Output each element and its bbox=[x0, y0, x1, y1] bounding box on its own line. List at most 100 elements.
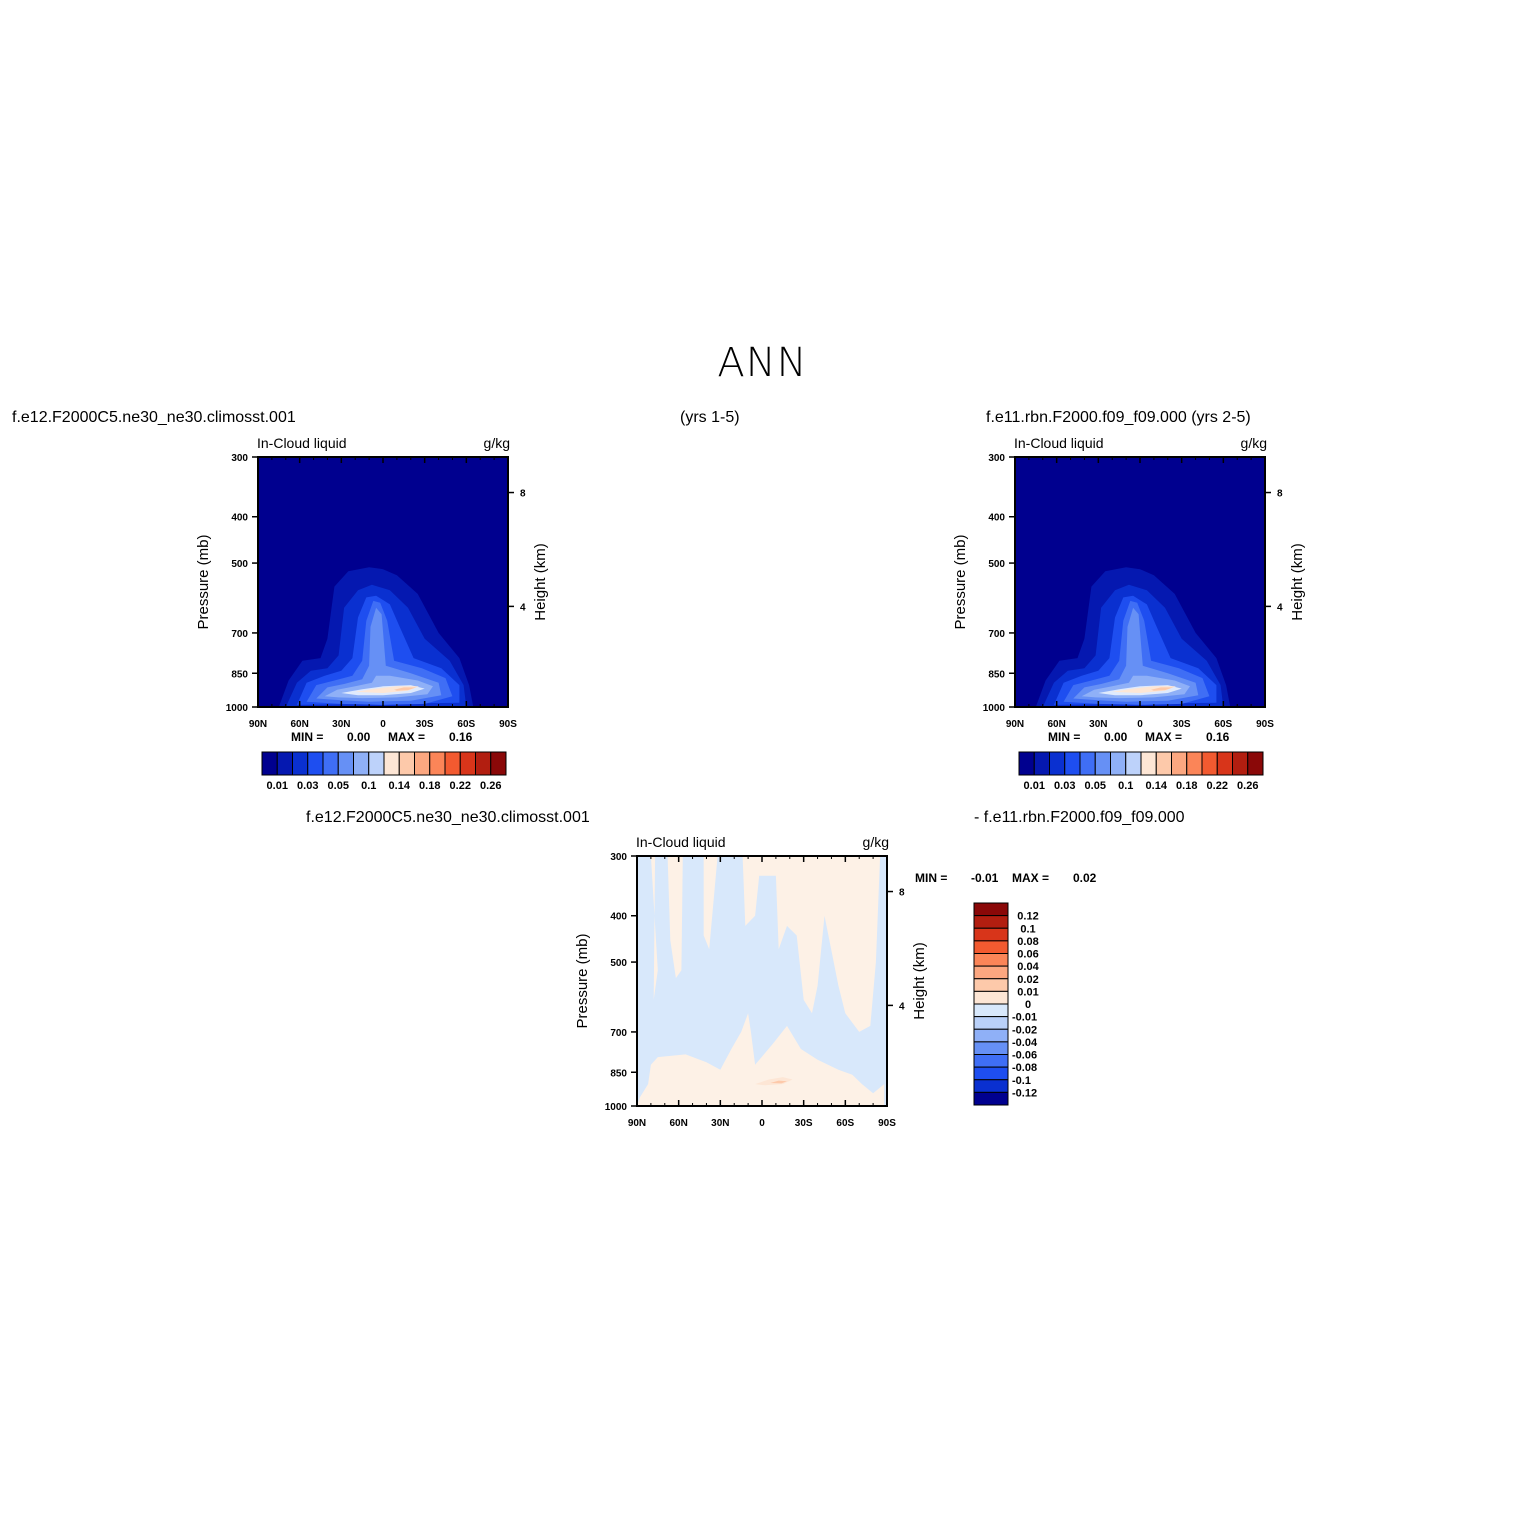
colorbar-label: 0.12 bbox=[1017, 911, 1038, 923]
colorbar-label: -0.1 bbox=[1012, 1075, 1031, 1087]
colorbar-box bbox=[973, 1041, 1009, 1055]
y-tick-label: 1000 bbox=[983, 703, 1006, 714]
case-name-right: f.e11.rbn.F2000.f09_f09.000 (yrs 2-5) bbox=[986, 409, 1251, 426]
y-tick-label: 700 bbox=[610, 1028, 627, 1039]
colorbar-box bbox=[1094, 751, 1111, 776]
colorbar-box bbox=[322, 751, 339, 776]
y-right-tick-label: 8 bbox=[899, 888, 905, 899]
contour-level-8-1 bbox=[667, 856, 683, 979]
colorbar-label: 0.02 bbox=[1017, 974, 1038, 986]
y-tick-label: 700 bbox=[231, 629, 248, 640]
y-right-tick-label: 4 bbox=[520, 602, 526, 613]
colorbar-label: -0.12 bbox=[1012, 1087, 1037, 1099]
field-title: In-Cloud liquid bbox=[1014, 435, 1104, 451]
y-tick-label: 300 bbox=[988, 453, 1005, 464]
x-tick-label: 90N bbox=[249, 719, 267, 730]
x-tick-label: 60S bbox=[457, 719, 475, 730]
colorbar-label: 0 bbox=[1025, 999, 1031, 1011]
max-value: 0.02 bbox=[1073, 871, 1097, 885]
colorbar-box bbox=[414, 751, 431, 776]
min-value: 0.00 bbox=[1104, 730, 1128, 744]
x-tick-label: 0 bbox=[759, 1118, 765, 1129]
colorbar-box bbox=[444, 751, 461, 776]
colorbar-box bbox=[337, 751, 354, 776]
colorbar-label: 0.26 bbox=[480, 780, 501, 792]
x-tick-label: 0 bbox=[1137, 719, 1143, 730]
y-tick-label: 1000 bbox=[605, 1102, 628, 1113]
colorbar-box bbox=[973, 915, 1009, 929]
x-tick-label: 30N bbox=[1089, 719, 1107, 730]
min-label: MIN = bbox=[291, 730, 323, 744]
x-tick-label: 90N bbox=[1006, 719, 1024, 730]
x-tick-label: 60S bbox=[1214, 719, 1232, 730]
y-axis-title-right: Height (km) bbox=[1289, 543, 1306, 621]
x-tick-label: 90S bbox=[499, 719, 517, 730]
y-right-tick-label: 8 bbox=[520, 489, 526, 500]
colorbar-label: 0.05 bbox=[328, 780, 349, 792]
contour-level-5-4 bbox=[1073, 607, 1199, 702]
y-tick-label: 300 bbox=[231, 453, 248, 464]
colorbar-label: -0.08 bbox=[1012, 1062, 1037, 1074]
min-value: 0.00 bbox=[347, 730, 371, 744]
x-tick-label: 60S bbox=[836, 1118, 854, 1129]
colorbar-box bbox=[973, 953, 1009, 967]
x-tick-label: 60N bbox=[290, 719, 308, 730]
field-title: In-Cloud liquid bbox=[257, 435, 347, 451]
colorbar-box bbox=[973, 1066, 1009, 1081]
colorbar-label: 0.03 bbox=[1054, 780, 1075, 792]
colorbar-box bbox=[398, 751, 415, 776]
colorbar-box bbox=[973, 1079, 1009, 1093]
max-value: 0.16 bbox=[449, 730, 473, 744]
colorbar-label: 0.26 bbox=[1237, 780, 1258, 792]
colorbar-label: 0.04 bbox=[1017, 961, 1039, 973]
colorbar-box bbox=[1033, 751, 1050, 776]
y-tick-label: 1000 bbox=[226, 703, 249, 714]
colorbar-label: 0.01 bbox=[1024, 780, 1045, 792]
colorbar-box bbox=[475, 751, 492, 776]
field-title: In-Cloud liquid bbox=[636, 834, 726, 850]
colorbar: 0.120.10.080.060.040.020.010-0.01-0.02-0… bbox=[973, 902, 1040, 1106]
x-tick-label: 30N bbox=[711, 1118, 729, 1129]
colorbar-box bbox=[1018, 751, 1035, 776]
min-value: -0.01 bbox=[971, 871, 999, 885]
colorbar-box bbox=[973, 940, 1009, 954]
colorbar-box bbox=[307, 751, 324, 776]
y-right-tick-label: 4 bbox=[1277, 602, 1283, 613]
colorbar-box bbox=[1140, 751, 1157, 776]
colorbar-label: 0.14 bbox=[389, 780, 411, 792]
y-tick-label: 500 bbox=[610, 958, 627, 969]
colorbar-label: 0.14 bbox=[1146, 780, 1168, 792]
diff-case-left: f.e12.F2000C5.ne30_ne30.climosst.001 bbox=[306, 809, 590, 826]
colorbar-box bbox=[973, 1003, 1009, 1018]
x-tick-label: 0 bbox=[380, 719, 386, 730]
colorbar-box bbox=[973, 902, 1009, 917]
colorbar-box bbox=[490, 751, 507, 776]
min-label: MIN = bbox=[915, 871, 947, 885]
colorbar-label: 0.05 bbox=[1085, 780, 1106, 792]
colorbar-box bbox=[1247, 751, 1264, 776]
max-value: 0.16 bbox=[1206, 730, 1230, 744]
x-tick-label: 90S bbox=[1256, 719, 1274, 730]
y-tick-label: 500 bbox=[231, 559, 248, 570]
min-label: MIN = bbox=[1048, 730, 1080, 744]
x-tick-label: 30S bbox=[1173, 719, 1191, 730]
contour-level-7-5 bbox=[755, 1077, 793, 1086]
colorbar-label: -0.02 bbox=[1012, 1024, 1037, 1036]
colorbar-box bbox=[973, 978, 1009, 992]
y-tick-label: 300 bbox=[610, 852, 627, 863]
x-tick-label: 30N bbox=[332, 719, 350, 730]
contour-level-8-2 bbox=[703, 856, 718, 950]
colorbar-label: 0.1 bbox=[361, 780, 376, 792]
colorbar-box bbox=[276, 751, 293, 776]
colorbar-box bbox=[292, 751, 309, 776]
y-axis-title-right: Height (km) bbox=[911, 942, 928, 1020]
contour-level-10-8 bbox=[394, 687, 417, 691]
plot-area bbox=[1015, 457, 1265, 707]
contour-level-8-0 bbox=[650, 856, 658, 1000]
colorbar-box bbox=[1079, 751, 1096, 776]
colorbar: 0.01 0.03 0.05 0.1 0.14 0.18 0.22 0.26 bbox=[1018, 751, 1264, 792]
colorbar-label: 0.1 bbox=[1020, 923, 1035, 935]
colorbar-box bbox=[1110, 751, 1127, 776]
contour-level-8-4 bbox=[637, 1013, 885, 1106]
contour-level-5-4 bbox=[316, 607, 442, 702]
